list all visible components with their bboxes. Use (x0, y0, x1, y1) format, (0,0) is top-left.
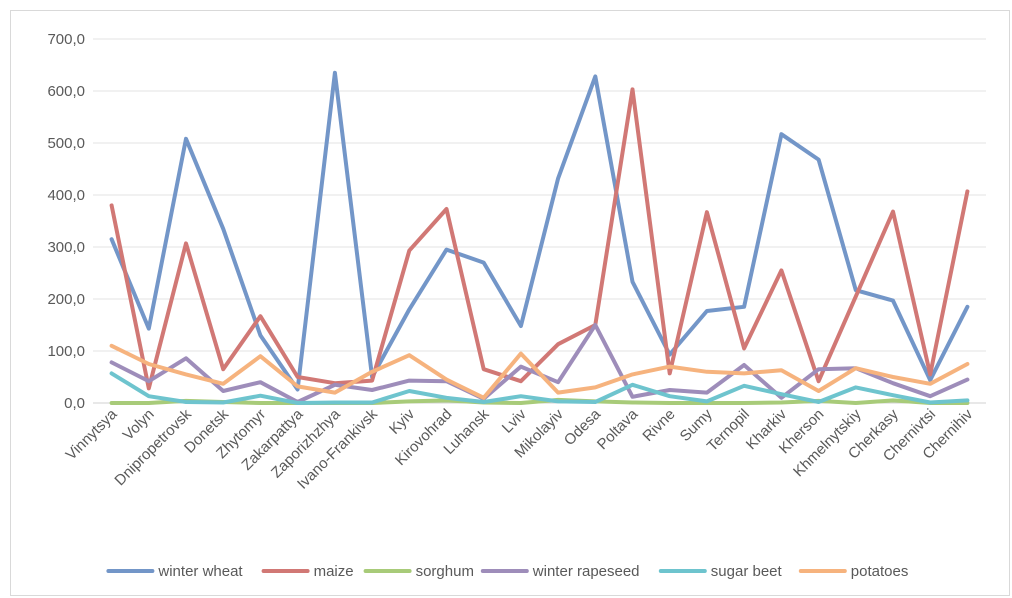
y-tick-label: 200,0 (47, 291, 85, 308)
y-axis: 0,0 100,0 200,0 300,0 400,0 500,0 600,0 700,0 (47, 31, 85, 412)
series-lines (112, 73, 968, 403)
line-chart: 0,0 100,0 200,0 300,0 400,0 500,0 600,0 700,0 V… (11, 11, 1009, 595)
y-tick-label: 300,0 (47, 239, 85, 256)
series-line-maize (112, 89, 968, 388)
x-tick-label: Rivne (639, 406, 678, 445)
x-tick-label: Poltava (594, 405, 642, 453)
legend: winter wheat maize sorghum winter rapeseed s… (108, 563, 908, 580)
legend-label: sorghum (416, 563, 474, 580)
series-line-potatoes (112, 346, 968, 398)
legend-label: maize (314, 563, 354, 580)
y-tick-label: 600,0 (47, 83, 85, 100)
x-tick-label: Lviv (499, 405, 530, 436)
legend-label: winter wheat (157, 563, 243, 580)
y-tick-label: 0,0 (64, 395, 85, 412)
x-axis: Vinnytsya VolynDnipropetrovskDonetskZhyto… (63, 405, 977, 492)
legend-label: winter rapeseed (532, 563, 640, 580)
y-tick-label: 100,0 (47, 343, 85, 360)
chart-area: 0,0 100,0 200,0 300,0 400,0 500,0 600,0 700,0 V… (10, 10, 1010, 596)
legend-label: sugar beet (711, 563, 783, 580)
gridlines (93, 39, 986, 403)
y-tick-label: 500,0 (47, 135, 85, 152)
x-tick-label: Ternopil (704, 406, 753, 455)
legend-label: potatoes (851, 563, 909, 580)
x-tick-label: Vinnytsya (63, 405, 121, 463)
y-tick-label: 700,0 (47, 31, 85, 48)
x-tick-label: Kyiv (386, 405, 418, 437)
y-tick-label: 400,0 (47, 187, 85, 204)
